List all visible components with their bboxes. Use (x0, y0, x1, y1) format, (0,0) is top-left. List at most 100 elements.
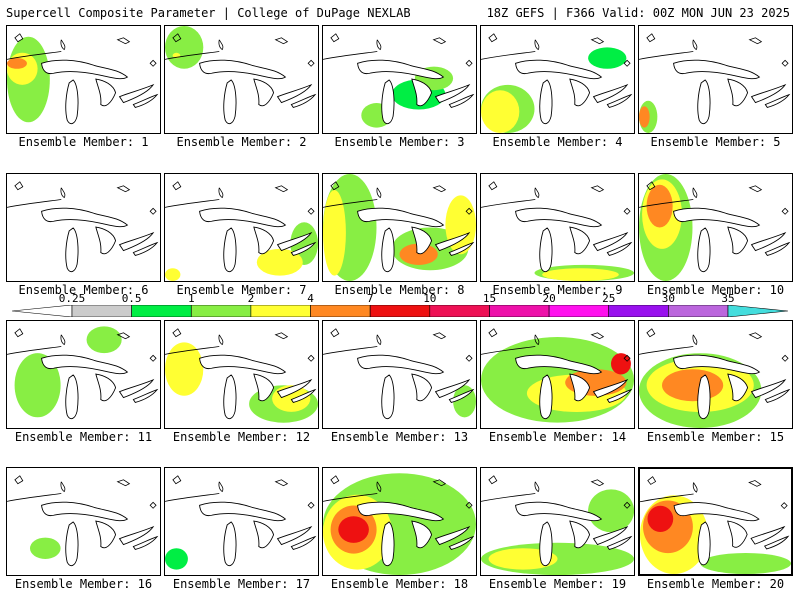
scp-contour-fill (29, 537, 61, 559)
great-lakes-outline (199, 207, 317, 273)
map-svg (481, 475, 634, 575)
great-lakes-outline (357, 354, 475, 420)
ensemble-member-label: Ensemble Member: 12 (172, 430, 311, 444)
map-svg (7, 326, 159, 420)
scp-contour-fill (165, 26, 204, 69)
colorbar-segment (429, 305, 490, 317)
ensemble-map-panel (6, 467, 161, 576)
ensemble-map-panel (164, 320, 319, 429)
ensemble-map-panel (638, 173, 793, 282)
ensemble-member-label: Ensemble Member: 15 (646, 430, 785, 444)
coastline-outline (481, 33, 631, 67)
map-svg (165, 475, 317, 570)
colorbar-tick-label: 25 (602, 292, 616, 305)
coastline-outline (640, 476, 788, 510)
coastline-outline (165, 33, 315, 67)
colorbar-segment (131, 305, 192, 317)
colorbar-segment (71, 305, 132, 317)
scp-contour-fill (481, 90, 520, 133)
coastline-outline (7, 181, 157, 215)
ensemble-member-label: Ensemble Member: 17 (172, 577, 311, 591)
scp-contour-fill (542, 268, 619, 281)
map-svg (7, 181, 159, 273)
colorbar-under-arrow (12, 305, 73, 317)
great-lakes-outline (199, 501, 317, 567)
map-svg (7, 33, 159, 125)
coastline-outline (165, 475, 315, 509)
coastline-outline (639, 328, 789, 362)
scp-contour-fill (661, 369, 724, 402)
coastline-outline (481, 328, 631, 362)
map-svg (639, 33, 791, 133)
ensemble-map-panel (322, 173, 477, 282)
ensemble-member-label: Ensemble Member: 7 (176, 283, 307, 297)
scp-contour-fill (399, 243, 438, 265)
map-svg (7, 475, 159, 567)
colorbar-segment (668, 305, 729, 317)
coastline-outline (7, 33, 157, 67)
ensemble-map-panel (322, 25, 477, 134)
great-lakes-outline (357, 59, 475, 125)
colorbar-tick-label: 2 (247, 292, 255, 305)
scp-contour-fill (646, 184, 673, 228)
map-svg (323, 33, 475, 128)
ensemble-map-panel (322, 467, 477, 576)
map-svg (323, 473, 476, 575)
ensemble-map-panel (480, 320, 635, 429)
coastline-outline (639, 181, 789, 215)
great-lakes-outline (515, 59, 633, 125)
ensemble-member-label: Ensemble Member: 20 (646, 577, 785, 591)
scp-contour-fill (165, 548, 188, 570)
colorbar-segment (548, 305, 609, 317)
ensemble-map-panel (480, 25, 635, 134)
ensemble-map-panel (6, 25, 161, 134)
coastline-outline (481, 181, 631, 215)
colorbar-tick-label: 10 (423, 292, 437, 305)
great-lakes-outline (673, 207, 791, 273)
ensemble-map-panel (322, 320, 477, 429)
ensemble-map-panel (6, 173, 161, 282)
ensemble-map-panel (638, 467, 793, 576)
scp-contour-fill (7, 58, 27, 69)
colorbar-tick-label: 35 (721, 292, 735, 305)
great-lakes-outline (41, 207, 159, 273)
scp-contour-fill (323, 190, 346, 276)
ensemble-map-panel (638, 25, 793, 134)
great-lakes-outline (515, 354, 633, 420)
ensemble-member-label: Ensemble Member: 9 (492, 283, 623, 297)
colorbar-segment (310, 305, 371, 317)
colorbar (12, 305, 788, 317)
coastline-outline (323, 475, 473, 509)
scp-contour-fill (7, 52, 38, 85)
map-svg (481, 328, 634, 423)
colorbar-tick-label: 15 (482, 292, 497, 305)
ensemble-map-panel (480, 467, 635, 576)
colorbar-segment (608, 305, 669, 317)
title-left: Supercell Composite Parameter | College … (6, 6, 411, 20)
colorbar-segment (369, 305, 431, 317)
map-svg (481, 181, 634, 281)
ensemble-member-label: Ensemble Member: 19 (488, 577, 627, 591)
great-lakes-outline (673, 354, 791, 420)
coastline-outline (323, 33, 473, 67)
great-lakes-outline (199, 354, 317, 420)
map-svg (165, 181, 318, 281)
ensemble-member-label: Ensemble Member: 5 (650, 135, 781, 149)
great-lakes-outline (41, 501, 159, 567)
ensemble-member-label: Ensemble Member: 1 (18, 135, 149, 149)
scp-contour-fill (338, 516, 369, 543)
great-lakes-outline (357, 501, 475, 567)
map-svg (481, 33, 633, 133)
coastline-outline (639, 33, 789, 67)
colorbar-tick-label: 30 (661, 292, 675, 305)
great-lakes-outline (673, 502, 790, 566)
coastline-outline (7, 328, 157, 362)
ensemble-member-label: Ensemble Member: 11 (14, 430, 153, 444)
scp-contour-fill (256, 248, 303, 276)
colorbar-segment (727, 305, 788, 317)
colorbar-segment (489, 305, 550, 317)
ensemble-map-panel (638, 320, 793, 429)
ensemble-member-label: Ensemble Member: 16 (14, 577, 153, 591)
great-lakes-outline (515, 207, 633, 273)
map-svg (639, 174, 791, 281)
